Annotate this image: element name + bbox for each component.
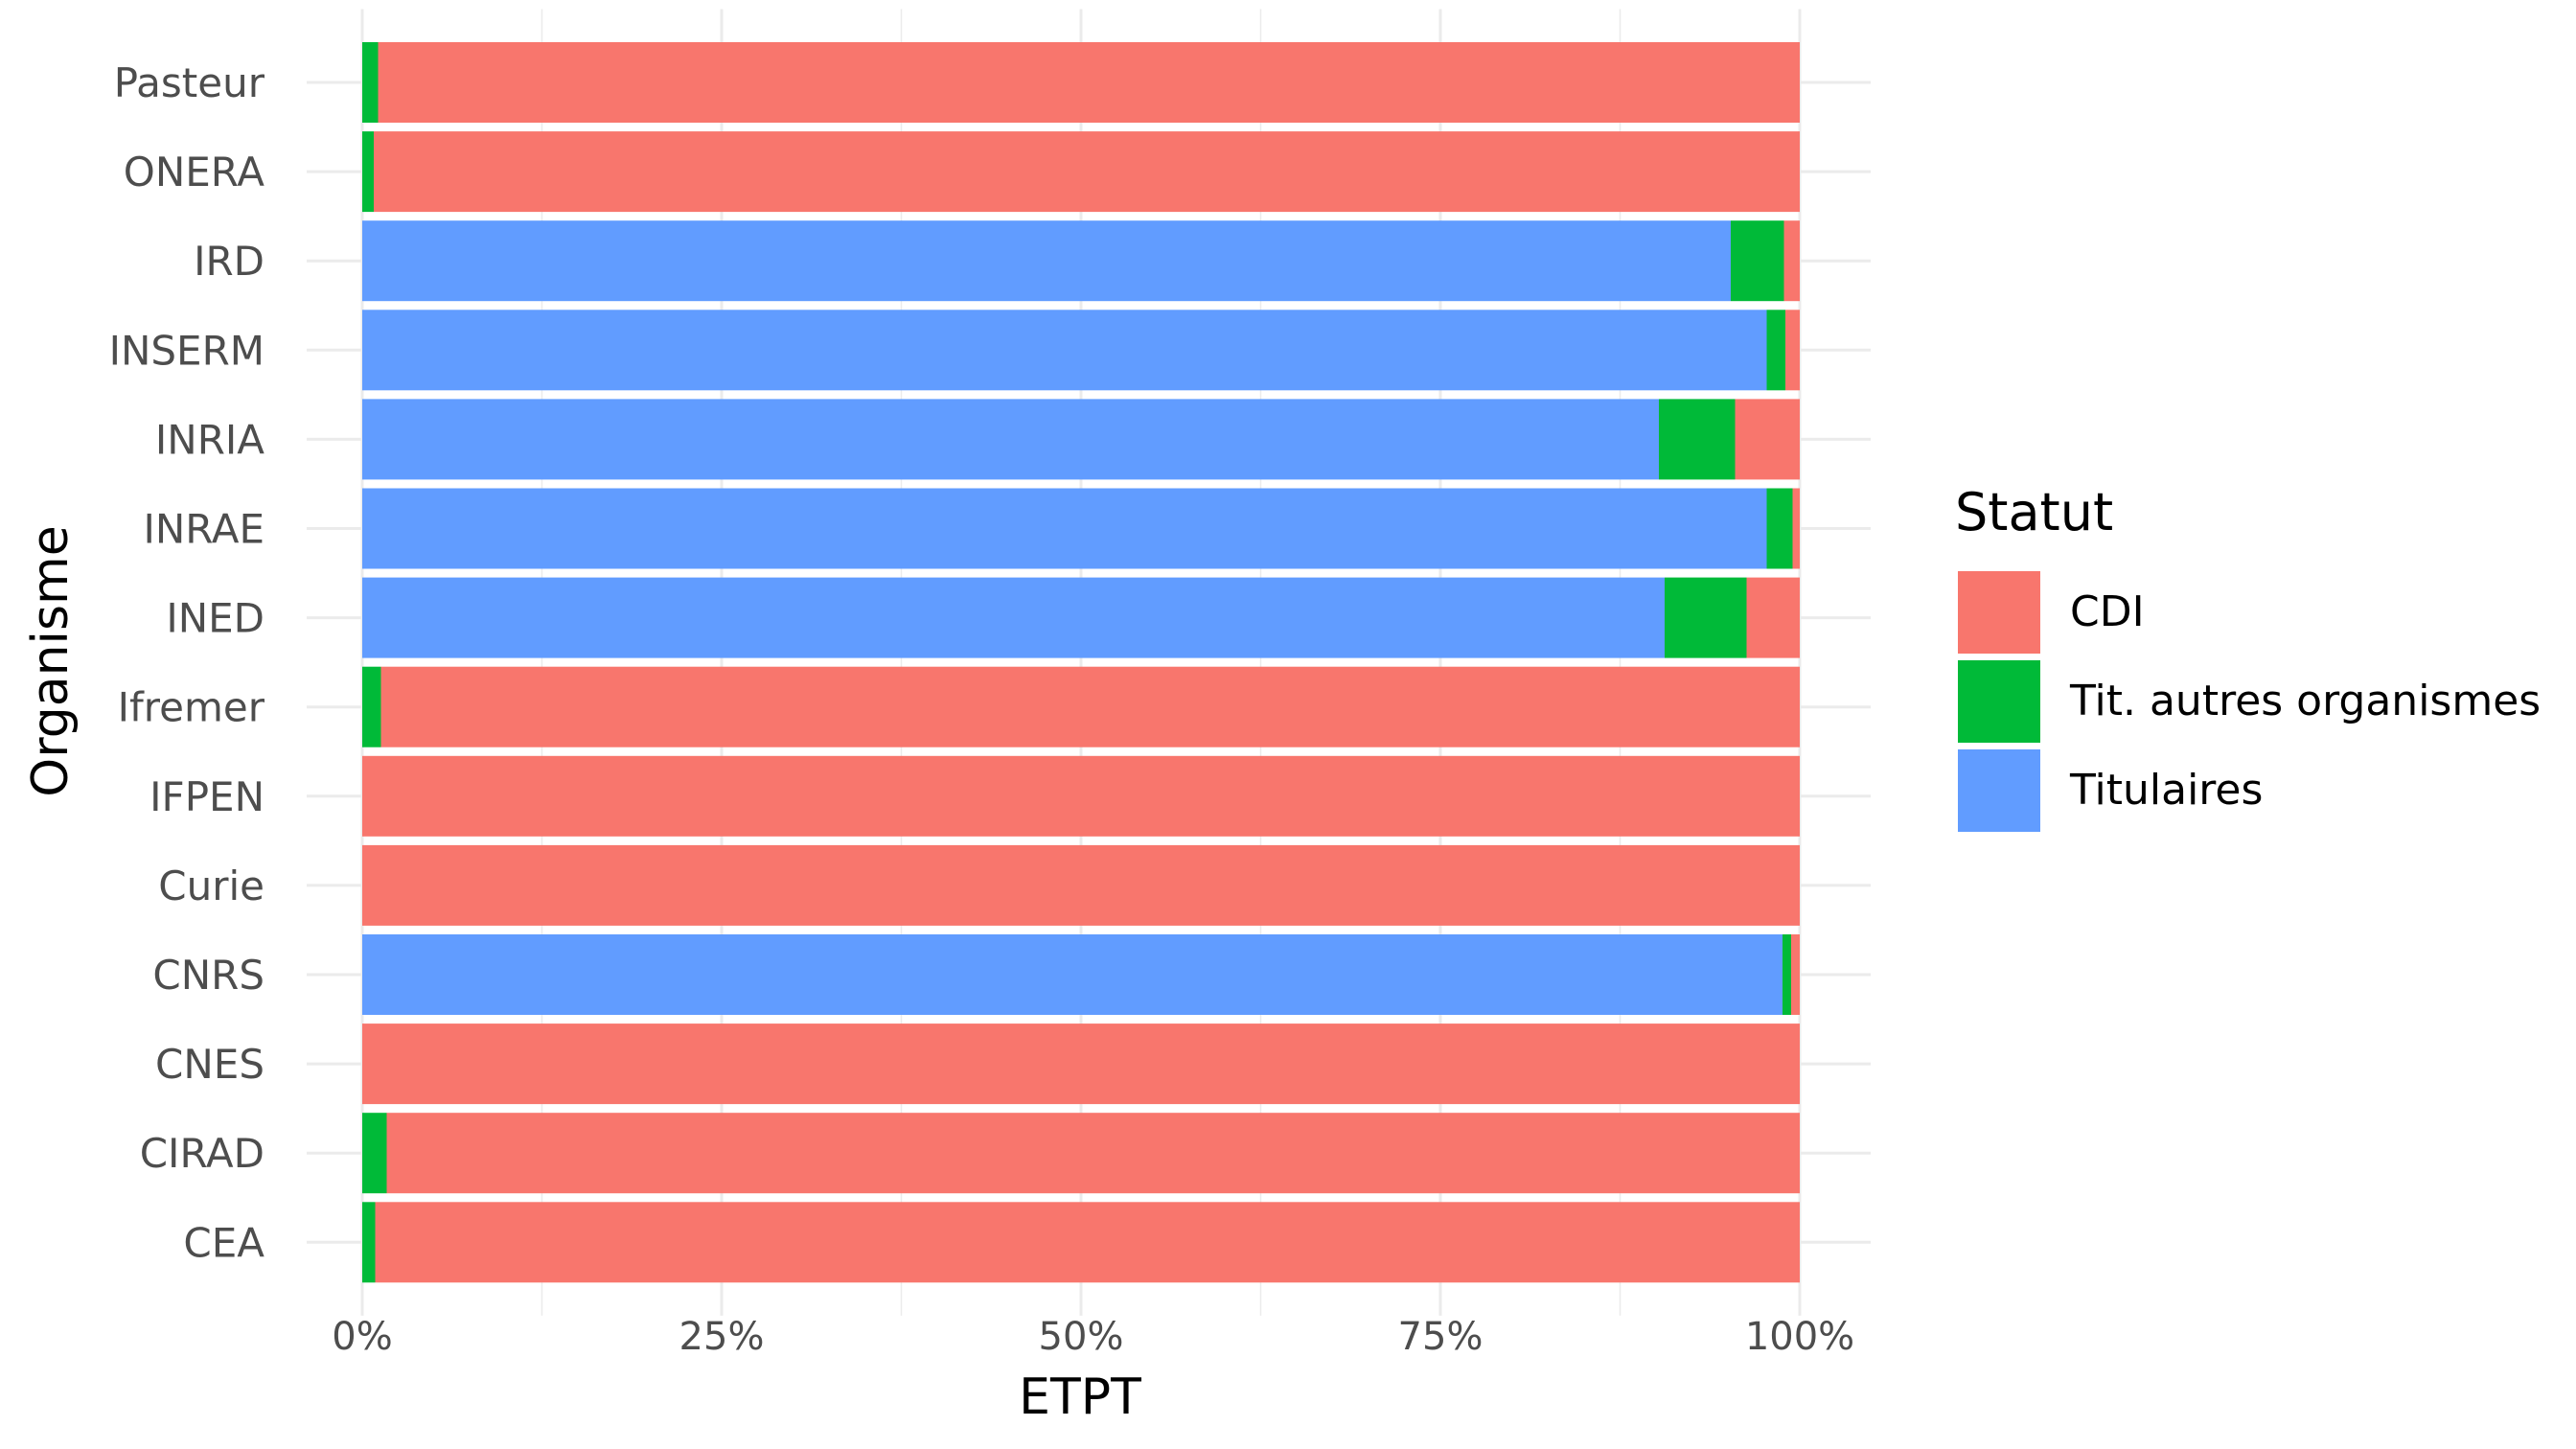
bar-segment-ird-cdi [1783,220,1800,302]
bar-segment-cnes-cdi [362,1024,1800,1105]
y-tick-label: Curie [158,862,264,909]
legend-swatch [1958,660,2040,743]
x-axis-tick-labels: 0% 25% 50% 75% 100% [332,1315,1854,1359]
legend-swatch [1958,571,2040,654]
legend-title: Statut [1955,482,2113,542]
bar-segment-inria-tit-autres-organismes [1659,399,1736,480]
bar-segment-ird-titulaires [362,220,1731,302]
bar-segment-ined-cdi [1746,577,1800,658]
y-tick-label: Pasteur [114,59,265,106]
y-tick-label: CEA [183,1219,264,1266]
bar-segment-inserm-tit-autres-organismes [1766,310,1785,391]
bar-segment-ird-tit-autres-organismes [1731,220,1784,302]
bar-segment-inrae-cdi [1792,488,1800,569]
legend-label: Titulaires [2069,766,2263,815]
x-tick-label: 25% [679,1315,765,1359]
bar-segment-cnrs-tit-autres-organismes [1782,934,1791,1015]
bar-segment-inrae-titulaires [362,488,1767,569]
y-tick-label: CIRAD [140,1130,264,1177]
x-tick-label: 75% [1398,1315,1484,1359]
bar-segment-cea-cdi [375,1202,1800,1283]
y-tick-label: ONERA [124,149,264,196]
y-tick-label: CNES [155,1041,264,1088]
bar-segment-inria-titulaires [362,399,1659,480]
y-tick-label: IRD [194,238,264,285]
bar-segment-ifremer-tit-autres-organismes [362,666,381,748]
bar-segment-pasteur-tit-autres-organismes [362,42,379,123]
x-axis-title: ETPT [1019,1368,1141,1426]
bar-segment-ined-tit-autres-organismes [1665,577,1747,658]
bar-segment-cirad-cdi [386,1113,1800,1194]
bar-segment-cea-tit-autres-organismes [362,1202,376,1283]
y-tick-label: Ifremer [118,684,265,731]
y-tick-label: INRIA [155,416,264,463]
bar-segment-inserm-titulaires [362,310,1767,391]
bar-segment-ifpen-cdi [362,755,1800,837]
bars [362,42,1800,1283]
y-axis-tick-labels: Pasteur ONERA IRD INSERM INRIA INRAE INED Ifrem… [109,59,265,1266]
bar-segment-cirad-tit-autres-organismes [362,1113,387,1194]
bar-segment-cnrs-titulaires [362,934,1782,1015]
y-tick-label: CNRS [152,952,264,999]
bar-segment-inria-cdi [1735,399,1800,480]
y-tick-label: INSERM [109,327,264,374]
x-tick-label: 100% [1745,1315,1854,1359]
y-tick-label: INRAE [143,506,264,553]
bar-segment-onera-tit-autres-organismes [362,131,374,213]
bar-segment-inserm-cdi [1785,310,1800,391]
legend-swatch [1958,749,2040,832]
bar-segment-ined-titulaires [362,577,1665,658]
bar-segment-cnrs-cdi [1791,934,1800,1015]
bar-segment-onera-cdi [374,131,1800,213]
bar-segment-inrae-tit-autres-organismes [1766,488,1793,569]
y-axis-title: Organisme [22,525,80,796]
legend: Statut CDI Tit. autres organismes Titulair… [1955,482,2541,832]
y-tick-label: IFPEN [150,773,264,820]
legend-label: Tit. autres organismes [2069,677,2541,725]
bar-segment-pasteur-cdi [378,42,1800,123]
x-tick-label: 0% [332,1315,392,1359]
y-tick-label: INED [166,595,264,642]
legend-label: CDI [2070,587,2145,636]
x-tick-label: 50% [1039,1315,1124,1359]
bar-segment-ifremer-cdi [380,666,1800,748]
bar-segment-curie-cdi [362,844,1800,926]
